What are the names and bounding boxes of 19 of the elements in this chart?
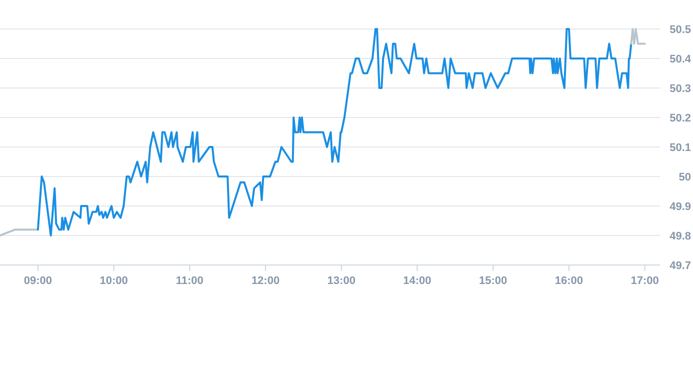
y-tick-label: 50.5 <box>670 24 691 36</box>
x-tick-label: 16:00 <box>554 275 584 287</box>
y-tick-label: 50.3 <box>670 83 691 95</box>
x-tick-label: 11:00 <box>176 275 204 287</box>
x-tick-label: 12:00 <box>251 275 280 287</box>
x-tick-label: 10:00 <box>100 275 128 287</box>
y-tick-label: 49.9 <box>670 201 691 213</box>
x-tick-label: 13:00 <box>327 275 356 287</box>
y-tick-label: 49.7 <box>670 260 691 272</box>
x-tick-label: 15:00 <box>479 275 508 287</box>
y-tick-label: 50.1 <box>670 142 691 154</box>
y-tick-label: 49.8 <box>670 230 691 242</box>
y-tick-label: 50.2 <box>670 112 691 124</box>
x-tick-label: 14:00 <box>403 275 432 287</box>
x-tick-label: 09:00 <box>24 275 52 287</box>
y-tick-label: 50 <box>678 172 691 184</box>
y-tick-label: 50.4 <box>670 54 692 66</box>
x-tick-label: 17:00 <box>630 275 659 287</box>
line-series <box>36 28 632 236</box>
